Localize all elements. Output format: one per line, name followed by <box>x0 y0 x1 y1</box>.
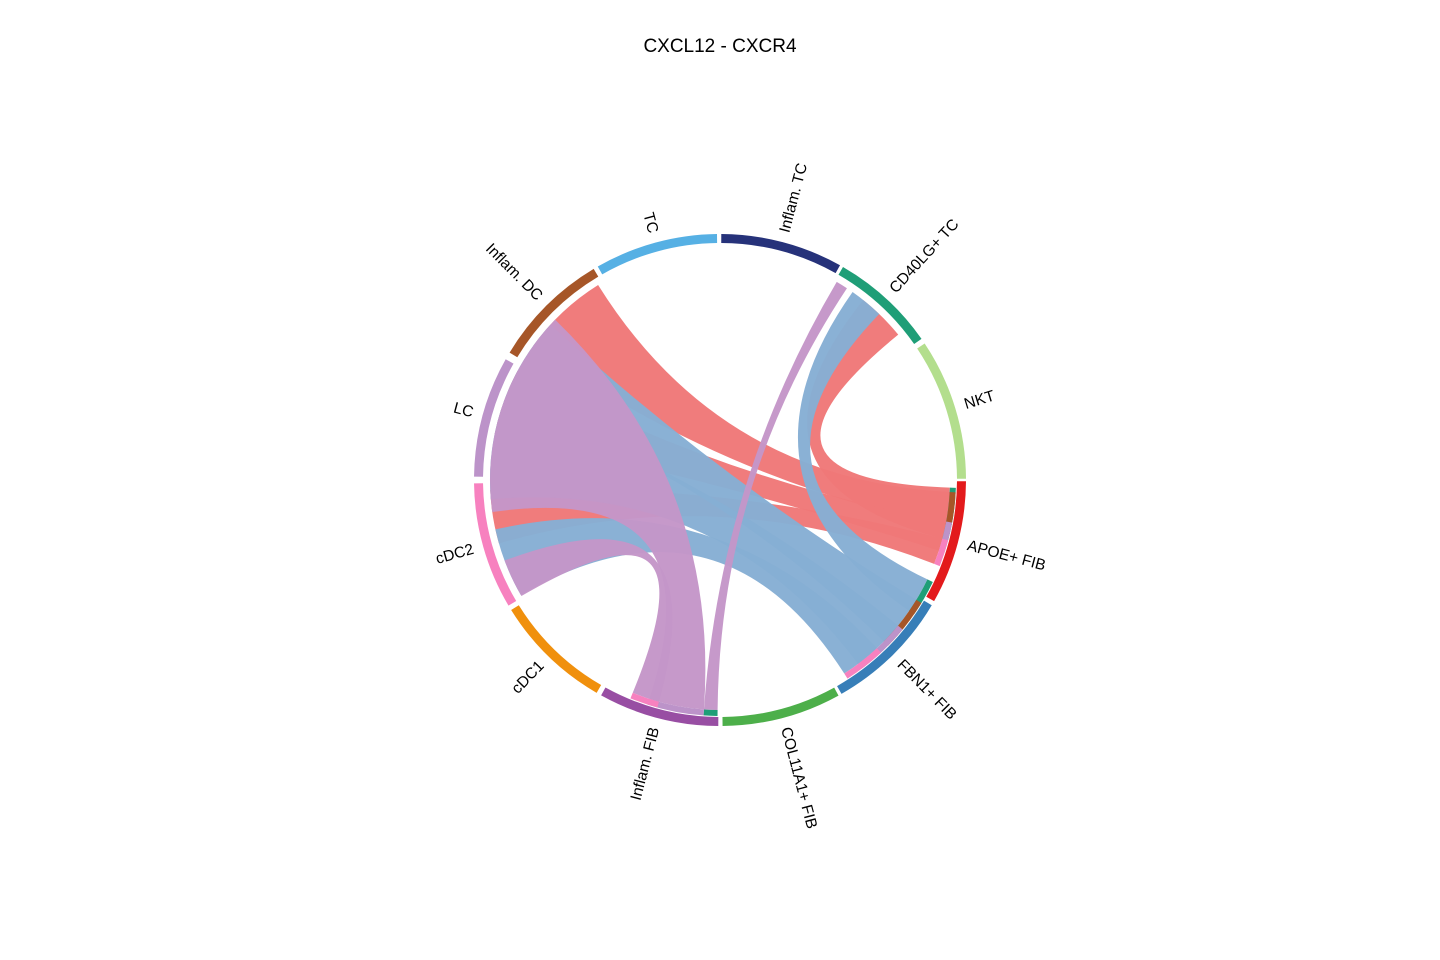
label-inflam-dc: Inflam. DC <box>482 240 546 304</box>
chart-title: CXCL12 - CXCR4 <box>643 36 797 57</box>
label-apoe-fib: APOE+ FIB <box>965 537 1047 574</box>
link-fbn1-fib-to-cd40lg-tc <box>797 292 928 611</box>
sector-inflam-dc <box>509 268 599 358</box>
label-inflam-tc: Inflam. TC <box>777 161 812 234</box>
strip-apoe-fib-to-inflam-dc <box>945 492 956 527</box>
strip-apoe-fib-to-cdc2 <box>934 538 949 567</box>
strip-inflam-fib-to-lc <box>647 698 704 716</box>
strip-fbn1-fib-to-cdc2 <box>844 648 881 679</box>
label-cd40lg-tc: CD40LG+ TC <box>886 216 962 297</box>
sector-cdc2 <box>474 483 517 606</box>
label-col11a1-fib: COL11A1+ FIB <box>777 725 820 830</box>
label-fbn1-fib: FBN1+ FIB <box>894 656 960 723</box>
sector-inflam-tc <box>721 234 841 274</box>
sector-apoe-fib <box>926 481 966 602</box>
link-apoe-fib-to-inflam-dc <box>533 284 950 526</box>
label-nkt: NKT <box>962 387 997 412</box>
link-source-strips <box>630 487 956 716</box>
label-tc: TC <box>639 211 661 235</box>
sector-lc <box>474 359 514 477</box>
label-lc: LC <box>452 400 476 422</box>
sector-col11a1-fib <box>722 687 839 726</box>
sector-tc <box>597 234 718 275</box>
link-inflam-fib-to-cd40lg-tc <box>703 281 847 710</box>
strip-inflam-fib-to-cd40lg-tc <box>703 709 718 716</box>
sector-fbn1-fib <box>837 600 932 694</box>
strip-inflam-fib-to-cdc2 <box>630 692 659 708</box>
chord-segments <box>474 234 966 726</box>
label-cdc1: cDC1 <box>508 658 547 698</box>
link-inflam-fib-to-cdc2 <box>504 539 673 702</box>
link-inflam-fib-to-lc <box>489 319 706 710</box>
chord-links <box>489 281 956 716</box>
sector-inflam-fib <box>601 687 719 726</box>
sector-cdc1 <box>511 605 602 693</box>
label-inflam-fib: Inflam. FIB <box>628 725 663 802</box>
sector-nkt <box>917 343 966 479</box>
sector-cd40lg-tc <box>838 266 922 345</box>
label-cdc2: cDC2 <box>434 541 476 568</box>
